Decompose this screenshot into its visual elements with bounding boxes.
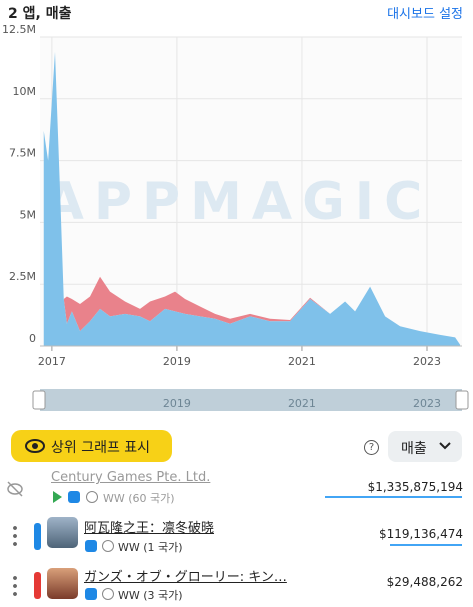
x-tick-label: 2023 [413, 355, 441, 368]
slider-label: 2021 [288, 397, 316, 410]
app-name[interactable]: 阿瓦隆之王：凛冬破晓 [84, 521, 215, 536]
area [43, 51, 461, 345]
app-name[interactable]: Century Games Pte. Ltd. [51, 470, 211, 485]
slider-label: 2023 [413, 397, 441, 410]
chevron [439, 442, 451, 450]
settings-link[interactable]: 대시보드 설정 [387, 7, 463, 22]
y-tick-label: 2.5M [9, 270, 36, 283]
app-icon [47, 568, 78, 599]
show-top-button[interactable]: 상위 그래프 표시 [11, 430, 172, 462]
button-label: 상위 그래프 표시 [51, 440, 151, 456]
range-slider[interactable] [40, 389, 462, 411]
eye-icon [25, 439, 45, 453]
hidden-icon[interactable] [6, 481, 24, 497]
revenue-bar [325, 496, 462, 498]
y-tick-label: 5M [20, 208, 37, 221]
app-name[interactable]: ガンズ・オブ・グローリー: キン… [84, 570, 287, 585]
drag-handle[interactable] [13, 524, 17, 548]
revenue-bar [390, 544, 462, 546]
store-icons [85, 588, 114, 600]
store-icons [85, 540, 114, 552]
watermark: APPMAGIC [44, 172, 433, 232]
title: 2 앱, 매출 [8, 6, 72, 22]
app-icon [47, 517, 78, 548]
slider-label: 2019 [163, 397, 191, 410]
x-tick-label: 2021 [288, 355, 316, 368]
slider-handle[interactable] [32, 390, 46, 410]
dropdown-label: 매출 [401, 441, 427, 457]
slider-handle[interactable] [455, 390, 469, 410]
store-icons [53, 491, 98, 503]
drag-handle[interactable] [13, 574, 17, 598]
revenue: $119,136,474 [379, 527, 463, 541]
region: WW (1 국가) [118, 541, 183, 554]
series-color [34, 523, 41, 550]
x-tick-label: 2017 [38, 355, 66, 368]
region: WW (3 국가) [118, 589, 183, 602]
y-tick-label: 10M [13, 85, 37, 98]
revenue: $1,335,875,194 [367, 480, 463, 494]
y-tick-label: 12.5M [2, 23, 36, 36]
region: WW (60 국가) [103, 492, 175, 505]
series-color [34, 572, 41, 599]
y-tick-label: 0 [29, 332, 36, 345]
y-tick-label: 7.5M [9, 147, 36, 160]
metric-dropdown[interactable]: 매출 [388, 431, 462, 462]
revenue: $29,488,262 [386, 575, 463, 589]
x-tick-label: 2019 [163, 355, 191, 368]
chart: APPMAGIC 0 2.5M 5M 7.5M 10M 12.5M 2017 2019 2019… [2, 23, 469, 411]
help-icon[interactable]: ? [364, 440, 379, 455]
